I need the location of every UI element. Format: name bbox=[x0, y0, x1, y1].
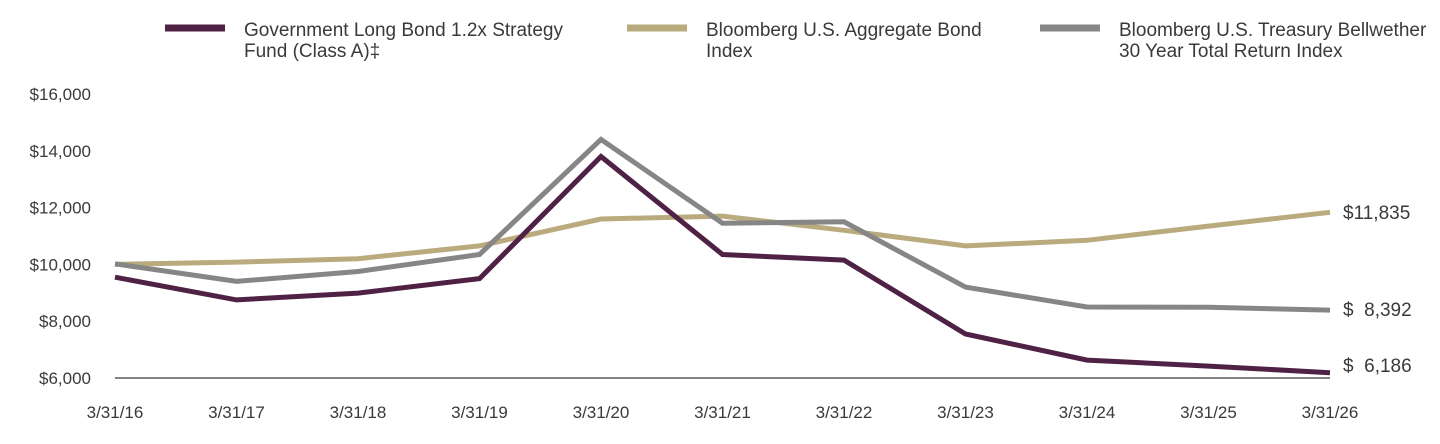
series-lines bbox=[114, 136, 1331, 376]
legend-label: Government Long Bond 1.2x Strategy bbox=[244, 20, 563, 41]
series-end-label: $11,835 bbox=[1343, 203, 1410, 224]
x-tick-label: 3/31/20 bbox=[573, 403, 630, 422]
legend-label: 30 Year Total Return Index bbox=[1119, 41, 1343, 62]
y-tick-label: $8,000 bbox=[39, 312, 91, 331]
x-tick-label: 3/31/26 bbox=[1302, 403, 1359, 422]
legend-label: Bloomberg U.S. Aggregate Bond bbox=[706, 20, 982, 41]
x-tick-label: 3/31/23 bbox=[937, 403, 994, 422]
y-tick-label: $16,000 bbox=[30, 85, 91, 104]
series-line-1 bbox=[114, 209, 1331, 267]
end-labels: $ 6,186 $11,835 $ 8,392 bbox=[1343, 203, 1412, 377]
y-tick-label: $6,000 bbox=[39, 369, 91, 388]
legend-label: Bloomberg U.S. Treasury Bellwether bbox=[1119, 20, 1427, 41]
series-end-label: $ 6,186 bbox=[1343, 356, 1412, 377]
x-tick-label: 3/31/16 bbox=[87, 403, 144, 422]
y-tick-label: $12,000 bbox=[30, 199, 91, 218]
y-tick-label: $10,000 bbox=[30, 255, 91, 274]
x-tick-label: 3/31/24 bbox=[1059, 403, 1116, 422]
x-tick-label: 3/31/21 bbox=[694, 403, 751, 422]
series-line-0 bbox=[114, 153, 1331, 376]
series-line-2 bbox=[114, 136, 1331, 313]
x-axis: 3/31/16 3/31/17 3/31/18 3/31/19 3/31/20 3/31/… bbox=[87, 377, 1359, 422]
x-tick-label: 3/31/18 bbox=[330, 403, 387, 422]
y-tick-label: $14,000 bbox=[30, 142, 91, 161]
x-tick-label: 3/31/17 bbox=[208, 403, 265, 422]
x-tick-label: 3/31/22 bbox=[816, 403, 873, 422]
legend-label: Index bbox=[706, 41, 753, 62]
x-tick-label: 3/31/19 bbox=[451, 403, 508, 422]
legend-label: Fund (Class A)‡ bbox=[244, 41, 380, 62]
series-end-label: $ 8,392 bbox=[1343, 300, 1412, 321]
x-tick-label: 3/31/25 bbox=[1180, 403, 1237, 422]
y-axis: $6,000 $8,000 $10,000 $12,000 $14,000 $16,000 bbox=[30, 85, 91, 388]
